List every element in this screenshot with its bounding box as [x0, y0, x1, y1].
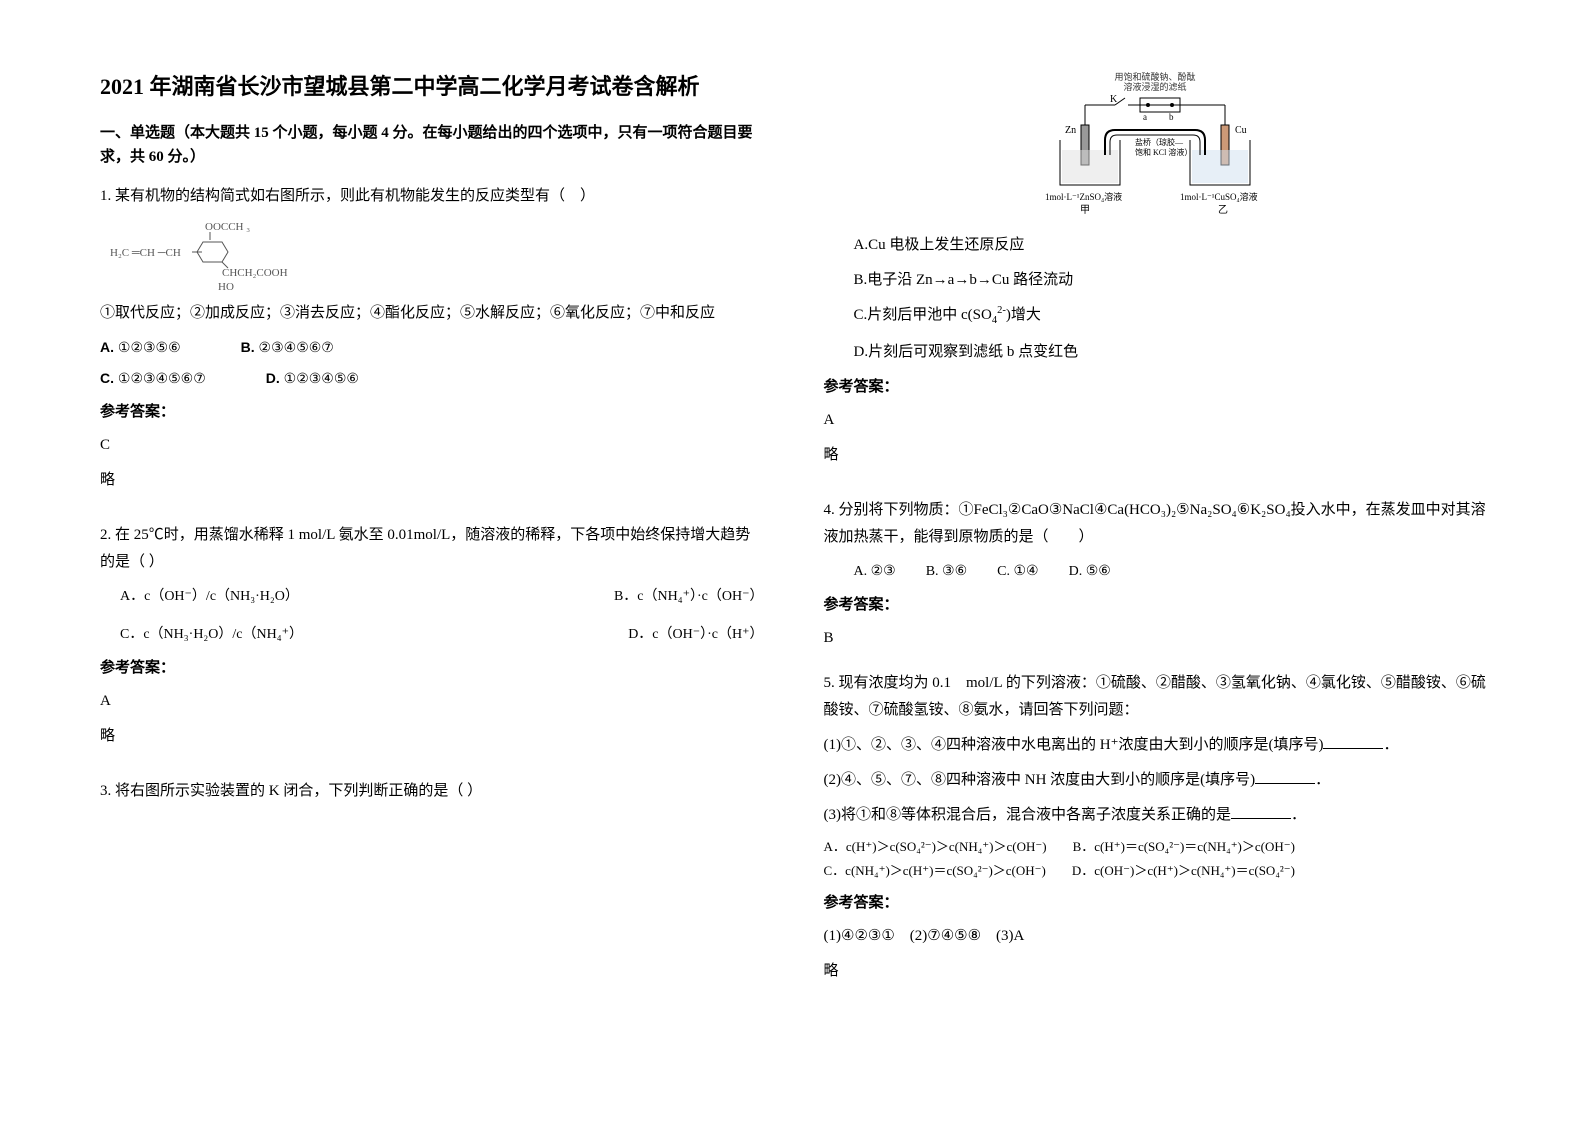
bridge-label-2: 饱和 KCl 溶液） — [1135, 147, 1192, 157]
q5-option-b: B．c(H⁺)＝c(SO₄²⁻)＝c(NH₄⁺)＞c(OH⁻) — [1073, 839, 1295, 854]
right-column: 用饱和硫酸钠、酚酞 溶液浸湿的滤纸 K a b Zn Cu — [824, 70, 1488, 1092]
q2-answer-label: 参考答案： — [100, 655, 764, 682]
exam-title: 2021 年湖南省长沙市望城县第二中学高二化学月考试卷含解析 — [100, 70, 764, 103]
diagram-b-label: b — [1169, 112, 1174, 122]
q1-answer: C — [100, 432, 764, 459]
q1-answer-label: 参考答案： — [100, 399, 764, 426]
question-3-start: 3. 将右图所示实验装置的 K 闭合，下列判断正确的是（ ） — [100, 778, 764, 813]
diagram-right-solution: 1mol·L⁻¹CuSO₄溶液 — [1180, 191, 1258, 202]
left-column: 2021 年湖南省长沙市望城县第二中学高二化学月考试卷含解析 一、单选题（本大题… — [100, 70, 764, 1092]
q3-option-a: A.Cu 电极上发生还原反应 — [824, 232, 1488, 259]
diagram-yi-label: 乙 — [1218, 204, 1228, 216]
q5-sub2: (2)④、⑤、⑦、⑧四种溶液中 NH 浓度由大到小的顺序是(填序号)． — [824, 767, 1488, 794]
q3-brief: 略 — [824, 442, 1488, 469]
question-3-options: A.Cu 电极上发生还原反应 B.电子沿 Zn→a→b→Cu 路径流动 C.片刻… — [824, 232, 1488, 487]
q5-option-d: D．c(OH⁻)＞c(H⁺)＞c(NH₄⁺)＝c(SO₄²⁻) — [1072, 863, 1295, 878]
diagram-label: 用饱和硫酸钠、酚酞 — [1115, 71, 1196, 82]
q5-option-c: C．c(NH₄⁺)＞c(H⁺)＝c(SO₄²⁻)＞c(OH⁻) — [824, 863, 1046, 878]
q4-answer: B — [824, 625, 1488, 652]
q4-option-c: C. ①④ — [997, 559, 1038, 584]
formula-text: CHCH₂COOH — [222, 267, 288, 279]
q5-sub3: (3)将①和⑧等体积混合后，混合液中各离子浓度关系正确的是． — [824, 802, 1488, 829]
q5-sub1: (1)①、②、③、④四种溶液中水电离出的 H⁺浓度由大到小的顺序是(填序号)． — [824, 732, 1488, 759]
formula-text: HO — [218, 281, 234, 293]
q2-option-c: C．c（NH₃·H₂O）/c（NH₄⁺） — [120, 622, 303, 647]
q5-answer-label: 参考答案： — [824, 890, 1488, 917]
q4-answer-label: 参考答案： — [824, 592, 1488, 619]
q3-text: 3. 将右图所示实验装置的 K 闭合，下列判断正确的是（ ） — [100, 778, 764, 805]
q3-option-c: C.片刻后甲池中 c(SO42-)增大 — [824, 302, 1488, 331]
q3-circuit-diagram: 用饱和硫酸钠、酚酞 溶液浸湿的滤纸 K a b Zn Cu — [1035, 70, 1275, 220]
fill-blank — [1255, 783, 1315, 784]
q2-option-a: A．c（OH⁻）/c（NH₃·H₂O） — [120, 584, 299, 609]
q1-option-b: B. ②③④⑤⑥⑦ — [241, 335, 334, 360]
q1-option-a: A. ①②③⑤⑥ — [100, 335, 181, 360]
q1-text: 1. 某有机物的结构简式如右图所示，则此有机物能发生的反应类型有（ ） — [100, 183, 764, 210]
formula-text: OOCCH ₃ — [205, 221, 250, 233]
section-1-header: 一、单选题（本大题共 15 个小题，每小题 4 分。在每小题给出的四个选项中，只… — [100, 121, 764, 169]
q2-answer: A — [100, 688, 764, 715]
question-4: 4. 分别将下列物质：①FeCl₃②CaO③NaCl④Ca(HCO₃)₂⑤Na₂… — [824, 497, 1488, 660]
q1-options-row-1: A. ①②③⑤⑥ B. ②③④⑤⑥⑦ — [100, 335, 764, 360]
q3-answer-label: 参考答案： — [824, 374, 1488, 401]
q2-brief: 略 — [100, 723, 764, 750]
fill-blank — [1323, 748, 1383, 749]
q5-option-a: A．c(H⁺)＞c(SO₄²⁻)＞c(NH₄⁺)＞c(OH⁻) — [824, 839, 1047, 854]
q1-option-c: C. ①②③④⑤⑥⑦ — [100, 366, 206, 391]
fill-blank — [1231, 818, 1291, 819]
q4-option-b: B. ③⑥ — [926, 559, 967, 584]
q1-option-d: D. ①②③④⑤⑥ — [266, 366, 359, 391]
q2-options-row-1: A．c（OH⁻）/c（NH₃·H₂O） B．c（NH₄⁺）·c（OH⁻） — [100, 584, 764, 609]
q4-text: 4. 分别将下列物质：①FeCl₃②CaO③NaCl④Ca(HCO₃)₂⑤Na₂… — [824, 497, 1488, 551]
bridge-label-1: 盐桥（琼胶— — [1135, 137, 1184, 147]
q3-option-b: B.电子沿 Zn→a→b→Cu 路径流动 — [824, 267, 1488, 294]
diagram-cu-label: Cu — [1235, 125, 1247, 136]
q4-options: A. ②③ B. ③⑥ C. ①④ D. ⑤⑥ — [824, 559, 1488, 584]
diagram-a-label: a — [1143, 112, 1147, 122]
q5-options-row-1: A．c(H⁺)＞c(SO₄²⁻)＞c(NH₄⁺)＞c(OH⁻) B．c(H⁺)＝… — [824, 837, 1488, 858]
formula-text: H₂C ═CH ─CH — [110, 247, 181, 259]
q4-option-a: A. ②③ — [854, 559, 896, 584]
q3-option-d: D.片刻后可观察到滤纸 b 点变红色 — [824, 339, 1488, 366]
question-1: 1. 某有机物的结构简式如右图所示，则此有机物能发生的反应类型有（ ） OOCC… — [100, 183, 764, 512]
q1-brief: 略 — [100, 467, 764, 494]
question-2: 2. 在 25℃时，用蒸馏水稀释 1 mol/L 氨水至 0.01mol/L，随… — [100, 522, 764, 767]
q1-structure-formula: OOCCH ₃ H₂C ═CH ─CH CHCH₂COOH HO — [110, 218, 290, 288]
diagram-zn-label: Zn — [1065, 125, 1076, 136]
diagram-left-solution: 1mol·L⁻¹ZnSO₄溶液 — [1045, 191, 1122, 202]
q2-text: 2. 在 25℃时，用蒸馏水稀释 1 mol/L 氨水至 0.01mol/L，随… — [100, 522, 764, 576]
q2-options-row-2: C．c（NH₃·H₂O）/c（NH₄⁺） D．c（OH⁻）·c（H⁺） — [100, 622, 764, 647]
q5-text: 5. 现有浓度均为 0.1 mol/L 的下列溶液：①硫酸、②醋酸、③氢氧化钠、… — [824, 670, 1488, 724]
question-5: 5. 现有浓度均为 0.1 mol/L 的下列溶液：①硫酸、②醋酸、③氢氧化钠、… — [824, 670, 1488, 1003]
diagram-jia-label: 甲 — [1080, 205, 1090, 216]
q5-answer: (1)④②③① (2)⑦④⑤⑧ (3)A — [824, 923, 1488, 950]
q4-option-d: D. ⑤⑥ — [1069, 559, 1111, 584]
q1-conditions: ①取代反应；②加成反应；③消去反应；④酯化反应；⑤水解反应；⑥氧化反应；⑦中和反… — [100, 300, 764, 327]
q3-answer: A — [824, 407, 1488, 434]
q2-option-b: B．c（NH₄⁺）·c（OH⁻） — [614, 584, 764, 609]
q5-options-row-2: C．c(NH₄⁺)＞c(H⁺)＝c(SO₄²⁻)＞c(OH⁻) D．c(OH⁻)… — [824, 861, 1488, 882]
q1-options-row-2: C. ①②③④⑤⑥⑦ D. ①②③④⑤⑥ — [100, 366, 764, 391]
q2-option-d: D．c（OH⁻）·c（H⁺） — [628, 622, 763, 647]
q5-brief: 略 — [824, 958, 1488, 985]
diagram-label: 溶液浸湿的滤纸 — [1124, 81, 1187, 92]
